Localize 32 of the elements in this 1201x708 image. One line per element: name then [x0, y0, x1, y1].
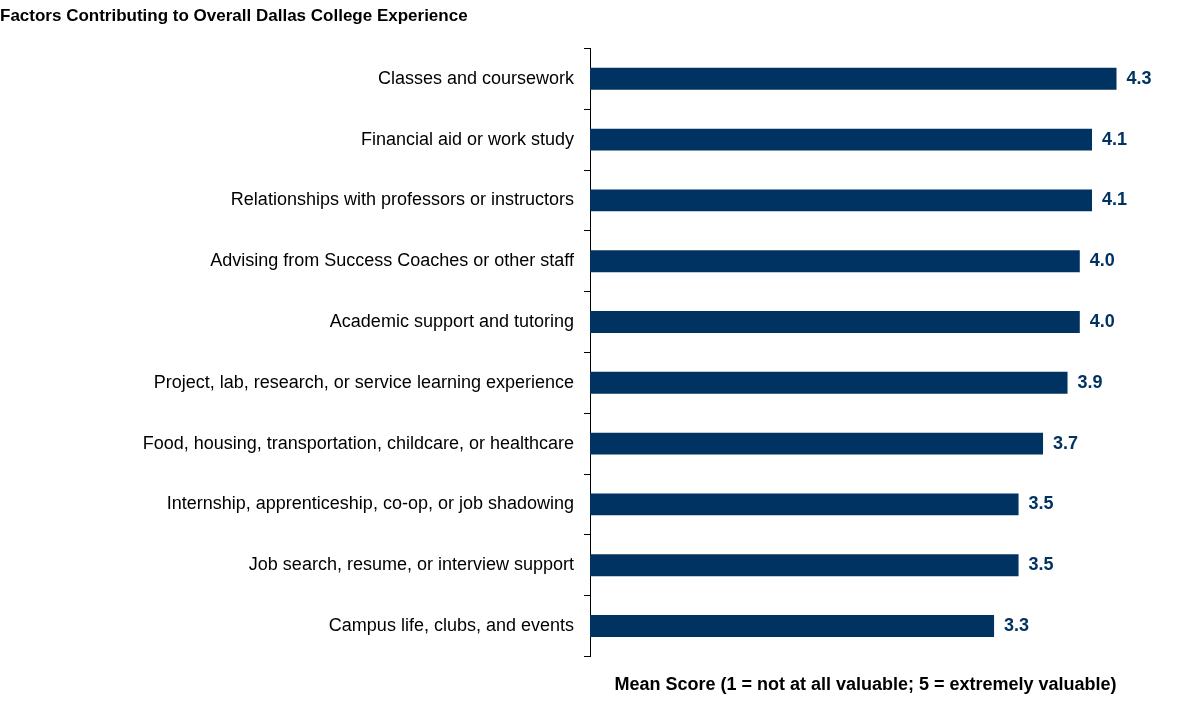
y-tick-label: Job search, resume, or interview support: [248, 554, 574, 575]
y-tick-label: Advising from Success Coaches or other staff: [210, 250, 575, 271]
bar: [590, 554, 1019, 577]
bar: [590, 615, 995, 637]
y-tick-label: Classes and coursework: [377, 67, 575, 88]
data-label: 4.0: [1089, 250, 1115, 271]
y-tick-label: Food, housing, transportation, childcare, or healthcare: [142, 432, 574, 453]
data-label: 4.1: [1102, 128, 1128, 149]
y-tick-label: Project, lab, research, or service learning experience: [153, 371, 574, 392]
bar: [590, 311, 1080, 333]
bar: [590, 493, 1019, 516]
y-tick-label: Financial aid or work study: [360, 128, 574, 149]
y-tick-label: Internship, apprenticeship, co-op, or job shadowing: [166, 493, 574, 514]
y-tick-label: Academic support and tutoring: [329, 310, 574, 331]
bar: [590, 432, 1044, 455]
y-tick-label: Campus life, clubs, and events: [328, 614, 574, 635]
text: Factors Contributing to Overall Dallas College Experience: [0, 5, 468, 25]
data-label: 3.5: [1028, 554, 1054, 575]
data-label: 4.0: [1089, 310, 1115, 331]
data-label: 3.5: [1028, 493, 1054, 514]
bar: [590, 67, 1117, 90]
data-label: 4.3: [1126, 67, 1152, 88]
x-axis-title: Mean Score (1 = not at all valuable; 5 = extremely valuable): [614, 674, 1117, 695]
bar: [590, 189, 1093, 212]
data-label: 3.9: [1077, 371, 1103, 392]
bar: [590, 250, 1080, 273]
bar: [590, 128, 1093, 151]
data-label: 3.3: [1004, 614, 1030, 635]
y-tick-label: Relationships with professors or instructors: [230, 189, 574, 210]
bar: [590, 371, 1068, 394]
data-label: 4.1: [1102, 189, 1128, 210]
data-label: 3.7: [1053, 432, 1079, 453]
